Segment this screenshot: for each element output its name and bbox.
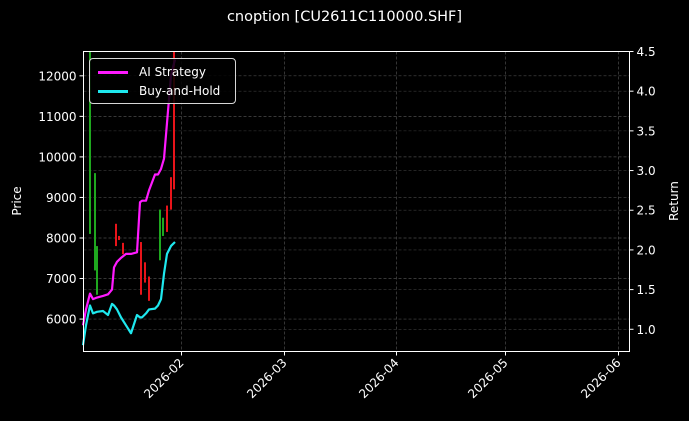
y2-tick-label: 1.0 (637, 323, 656, 337)
legend-label: Buy-and-Hold (139, 84, 221, 98)
x-tick-label: 2026-05 (465, 356, 510, 401)
candle (144, 262, 146, 283)
candle (122, 242, 124, 255)
legend-swatch-buy-and-hold (98, 89, 128, 93)
y2-tick-label: 1.5 (637, 283, 656, 297)
legend-swatch-ai-strategy (98, 70, 128, 74)
legend-item-buy-and-hold: Buy-and-Hold (98, 82, 220, 100)
candle (115, 223, 117, 247)
y2-tick-label: 4.5 (637, 45, 656, 59)
candle (162, 217, 164, 236)
candle (170, 177, 172, 210)
legend-item-ai-strategy: AI Strategy (98, 63, 206, 81)
candle (166, 205, 168, 232)
legend: AI Strategy Buy-and-Hold (89, 58, 236, 104)
x-tick-label: 2026-04 (356, 356, 401, 401)
price-axis-label: Price (10, 186, 24, 215)
x-tick-label: 2026-03 (244, 356, 289, 401)
candle (148, 276, 150, 301)
x-tick-label: 2026-06 (578, 356, 623, 401)
y2-tick-label: 3.5 (637, 124, 656, 138)
y2-tick-label: 2.5 (637, 204, 656, 218)
candle (159, 209, 161, 261)
return-lines (81, 59, 177, 346)
price-axis: 6000 7000 8000 9000 10000 11000 12000 (38, 69, 84, 327)
series-line (81, 59, 177, 326)
candle (89, 51, 91, 234)
plot-frame (83, 51, 630, 352)
y2-tick-label: 4.0 (637, 85, 656, 99)
date-axis: 2026-02 2026-03 2026-04 2026-05 2026-06 (141, 351, 624, 401)
y-tick-label: 12000 (38, 69, 76, 83)
y-tick-label: 8000 (46, 231, 77, 245)
y2-tick-label: 2.0 (637, 243, 656, 257)
candle (118, 235, 120, 241)
candle (94, 173, 96, 271)
return-axis: 1.0 1.5 2.0 2.5 3.0 3.5 4.0 4.5 (629, 45, 656, 337)
x-tick-label: 2026-02 (141, 356, 186, 401)
legend-label: AI Strategy (139, 65, 206, 79)
candlestick-series (89, 51, 175, 301)
chart-title: cnoption [CU2611C110000.SHF] (226, 9, 463, 25)
return-axis-label: Return (667, 181, 681, 221)
candle (140, 242, 142, 295)
y2-tick-label: 3.0 (637, 164, 656, 178)
candle (173, 51, 175, 190)
y-tick-label: 9000 (46, 191, 77, 205)
y-tick-label: 10000 (38, 150, 76, 164)
y-tick-label: 6000 (46, 313, 77, 327)
candle (96, 246, 98, 295)
series-line (81, 241, 176, 346)
y-tick-label: 7000 (46, 272, 77, 286)
y-tick-label: 11000 (38, 110, 76, 124)
